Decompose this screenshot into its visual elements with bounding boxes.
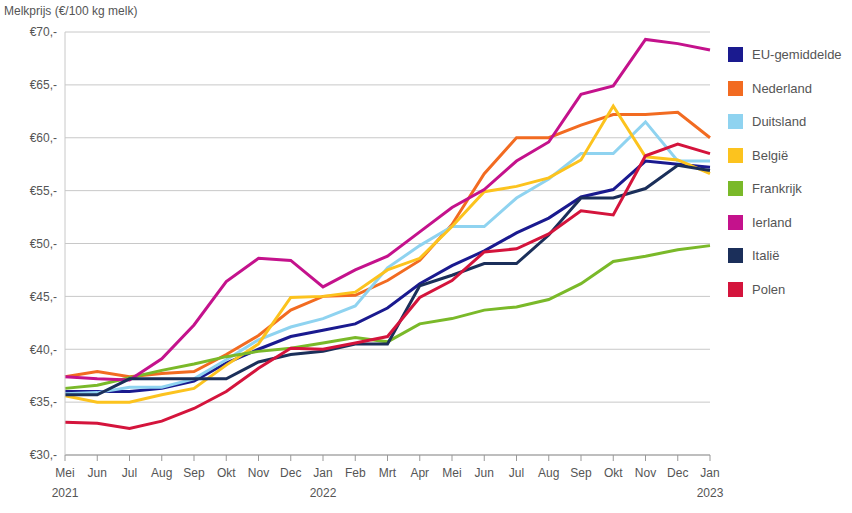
svg-text:Sep: Sep bbox=[183, 466, 205, 480]
svg-text:Apr: Apr bbox=[410, 466, 429, 480]
svg-text:€70,-: €70,- bbox=[30, 25, 57, 39]
svg-text:Nov: Nov bbox=[635, 466, 656, 480]
html-text:Ierland: Ierland bbox=[752, 214, 792, 230]
svg-text:Dec: Dec bbox=[667, 466, 688, 480]
html-text:Melkprijs (€/100 kg melk): Melkprijs (€/100 kg melk) bbox=[4, 4, 138, 18]
html-text:Duitsland: Duitsland bbox=[752, 114, 807, 130]
svg-text:Jan: Jan bbox=[700, 466, 719, 480]
svg-text:Sep: Sep bbox=[570, 466, 592, 480]
svg-text:€65,-: €65,- bbox=[30, 78, 57, 92]
svg-text:€45,-: €45,- bbox=[30, 290, 57, 304]
svg-text:Dec: Dec bbox=[280, 466, 301, 480]
svg-text:2022: 2022 bbox=[310, 486, 337, 500]
html-text:België: België bbox=[752, 147, 789, 163]
svg-text:Jul: Jul bbox=[122, 466, 137, 480]
svg-text:€55,-: €55,- bbox=[30, 184, 57, 198]
svg-text:€40,-: €40,- bbox=[30, 343, 57, 357]
svg-text:Mei: Mei bbox=[442, 466, 461, 480]
svg-text:Okt: Okt bbox=[217, 466, 236, 480]
html-text:EU-gemiddelde: EU-gemiddelde bbox=[752, 47, 842, 63]
html-text:Italië: Italië bbox=[752, 248, 780, 264]
svg-text:Jul: Jul bbox=[509, 466, 524, 480]
svg-text:Aug: Aug bbox=[151, 466, 172, 480]
svg-text:Mrt: Mrt bbox=[379, 466, 397, 480]
svg-text:€60,-: €60,- bbox=[30, 131, 57, 145]
svg-text:Nov: Nov bbox=[248, 466, 269, 480]
svg-text:Aug: Aug bbox=[538, 466, 559, 480]
svg-text:€30,-: €30,- bbox=[30, 448, 57, 462]
svg-text:Jan: Jan bbox=[313, 466, 332, 480]
svg-text:Mei: Mei bbox=[55, 466, 74, 480]
html-text:Frankrijk: Frankrijk bbox=[752, 181, 802, 197]
html-text:Polen: Polen bbox=[752, 281, 786, 297]
svg-text:€35,-: €35,- bbox=[30, 395, 57, 409]
svg-text:€50,-: €50,- bbox=[30, 237, 57, 251]
svg-text:Jun: Jun bbox=[475, 466, 494, 480]
svg-text:2023: 2023 bbox=[697, 486, 724, 500]
svg-text:Jun: Jun bbox=[88, 466, 107, 480]
svg-text:2021: 2021 bbox=[52, 486, 79, 500]
html-text:Nederland: Nederland bbox=[752, 80, 812, 96]
svg-text:Feb: Feb bbox=[345, 466, 366, 480]
svg-text:Okt: Okt bbox=[604, 466, 623, 480]
